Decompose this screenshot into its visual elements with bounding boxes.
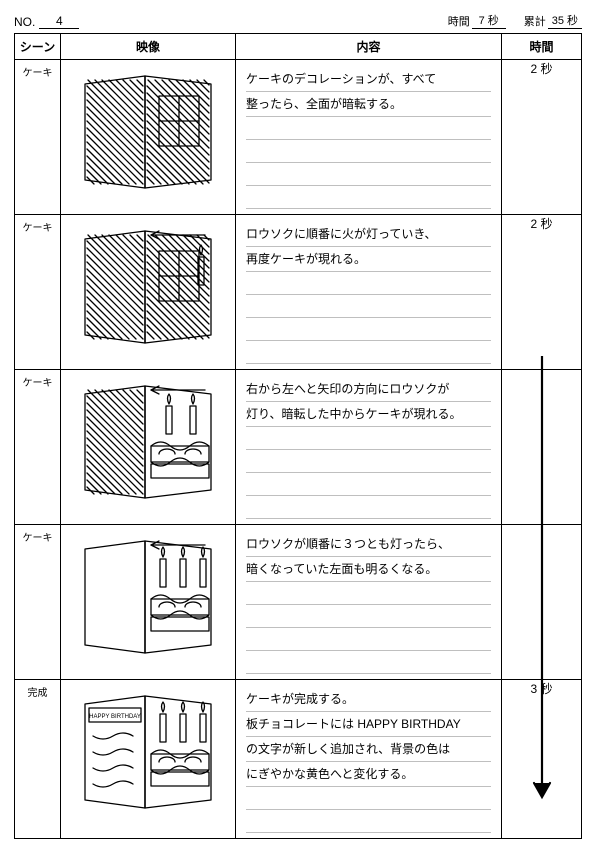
cumulative-label: 累計 (524, 13, 546, 29)
col-header-scene: シーン (15, 34, 61, 60)
table-row: ケーキ ケーキのデコレーションが、すべて整ったら、全面が暗転する。2 秒 (15, 60, 582, 215)
content-line (246, 497, 491, 519)
content-line: 暗くなっていた左面も明るくなる。 (246, 558, 491, 582)
content-line: 再度ケーキが現れる。 (246, 248, 491, 272)
content-line (246, 629, 491, 651)
content-line (246, 187, 491, 209)
no-label: NO. (14, 15, 35, 29)
col-header-content: 内容 (236, 34, 502, 60)
content-line: 右から左へと矢印の方向にロウソクが (246, 378, 491, 402)
content-line: ロウソクが順番に３つとも灯ったら、 (246, 533, 491, 557)
content-line (246, 474, 491, 496)
image-cell: HAPPY BIRTHDAY (61, 680, 236, 839)
content-line (246, 451, 491, 473)
content-line (246, 296, 491, 318)
content-line: 板チョコレートには HAPPY BIRTHDAY (246, 713, 491, 737)
content-line (246, 606, 491, 628)
content-line: にぎやかな黄色へと変化する。 (246, 763, 491, 787)
content-line: 整ったら、全面が暗転する。 (246, 93, 491, 117)
header-right: 時間 7 秒 累計 35 秒 (448, 12, 582, 29)
content-cell: ロウソクが順番に３つとも灯ったら、暗くなっていた左面も明るくなる。 (236, 525, 502, 680)
content-line (246, 141, 491, 163)
table-row: 完成 HAPPY BIRTHDAY ケーキが完成する。板チョコレートには HAP… (15, 680, 582, 839)
page-header: NO. 4 時間 7 秒 累計 35 秒 (14, 12, 582, 29)
content-cell: ロウソクに順番に火が灯っていき、再度ケーキが現れる。 (236, 215, 502, 370)
table-row: ケーキ ロウソクに順番に火が灯っていき、再度ケーキが現れる。2 秒 (15, 215, 582, 370)
col-header-image: 映像 (61, 34, 236, 60)
table-header-row: シーン 映像 内容 時間 (15, 34, 582, 60)
content-cell: ケーキが完成する。板チョコレートには HAPPY BIRTHDAYの文字が新しく… (236, 680, 502, 839)
table-row: ケーキ ロウソクが順番に３つとも灯ったら、暗くなっていた左面も明るくなる。 (15, 525, 582, 680)
content-line (246, 164, 491, 186)
time-cell (502, 370, 582, 525)
time-cell (502, 525, 582, 680)
image-cell (61, 215, 236, 370)
content-line (246, 583, 491, 605)
no-value: 4 (39, 14, 79, 29)
image-cell (61, 370, 236, 525)
content-line (246, 342, 491, 364)
time-cell: 3 秒 (502, 680, 582, 839)
content-line: ケーキが完成する。 (246, 688, 491, 712)
content-line (246, 428, 491, 450)
content-line (246, 319, 491, 341)
content-line (246, 788, 491, 810)
content-line: ケーキのデコレーションが、すべて (246, 68, 491, 92)
content-line: ロウソクに順番に火が灯っていき、 (246, 223, 491, 247)
image-cell (61, 60, 236, 215)
content-line (246, 811, 491, 833)
content-line (246, 652, 491, 674)
content-line: 灯り、暗転した中からケーキが現れる。 (246, 403, 491, 427)
svg-text:HAPPY BIRTHDAY: HAPPY BIRTHDAY (89, 714, 141, 720)
scene-cell: ケーキ (15, 525, 61, 680)
table-row: ケーキ 右から左へと矢印の方向にロウソクが灯り、暗転した中からケーキが現れる。 (15, 370, 582, 525)
scene-cell: ケーキ (15, 370, 61, 525)
storyboard-table: シーン 映像 内容 時間 ケーキ ケーキのデコレーションが、すべて整ったら、全面… (14, 33, 582, 839)
col-header-time: 時間 (502, 34, 582, 60)
cumulative-value: 35 秒 (548, 12, 582, 29)
scene-cell: 完成 (15, 680, 61, 839)
image-cell (61, 525, 236, 680)
time-cell: 2 秒 (502, 60, 582, 215)
scene-cell: ケーキ (15, 60, 61, 215)
time-label: 時間 (448, 13, 470, 29)
content-line: の文字が新しく追加され、背景の色は (246, 738, 491, 762)
content-cell: ケーキのデコレーションが、すべて整ったら、全面が暗転する。 (236, 60, 502, 215)
content-line (246, 273, 491, 295)
content-line (246, 118, 491, 140)
time-cell: 2 秒 (502, 215, 582, 370)
scene-cell: ケーキ (15, 215, 61, 370)
content-cell: 右から左へと矢印の方向にロウソクが灯り、暗転した中からケーキが現れる。 (236, 370, 502, 525)
time-value: 7 秒 (472, 12, 506, 29)
